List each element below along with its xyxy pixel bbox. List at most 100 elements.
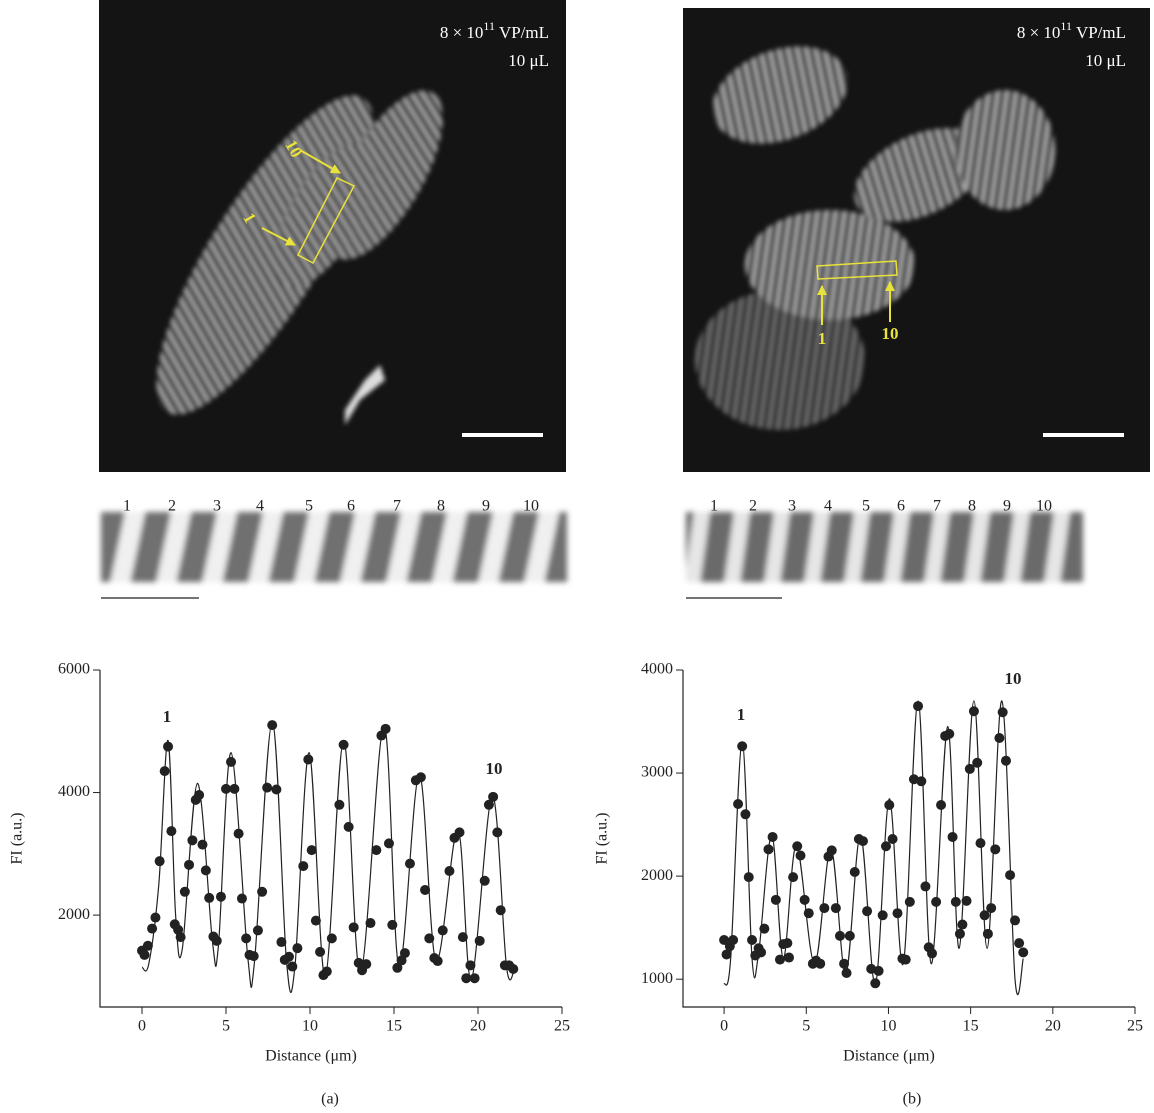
data-point xyxy=(197,839,208,850)
data-point xyxy=(862,906,873,917)
data-point xyxy=(163,741,174,752)
data-point xyxy=(461,973,472,984)
x-tick-label: 15 xyxy=(963,1018,979,1035)
data-point xyxy=(292,943,303,954)
data-point xyxy=(743,872,754,883)
data-point xyxy=(343,821,354,832)
y-tick-label: 3000 xyxy=(641,764,673,781)
marker-label: 10 xyxy=(882,324,899,343)
data-point xyxy=(884,800,895,811)
data-point xyxy=(147,923,158,934)
data-point xyxy=(166,826,177,837)
data-point xyxy=(957,919,968,930)
annotation: 10 xyxy=(486,759,503,778)
y-axis-label: FI (a.u.) xyxy=(594,813,611,865)
data-point xyxy=(380,723,391,734)
data-point xyxy=(767,831,778,842)
data-point xyxy=(321,966,332,977)
data-point xyxy=(815,958,826,969)
data-point xyxy=(365,918,376,929)
annotation: 1 xyxy=(163,707,172,726)
strip-label: 3 xyxy=(213,498,221,515)
y-tick-label: 4000 xyxy=(641,661,673,678)
volume: 10 μL xyxy=(1085,51,1126,70)
concentration: 8 × 1011 VP/mL xyxy=(1017,19,1126,42)
data-point xyxy=(1018,947,1029,958)
data-point xyxy=(770,894,781,905)
data-point xyxy=(211,935,222,946)
data-point xyxy=(986,903,997,914)
data-point xyxy=(880,841,891,852)
data-point xyxy=(913,701,924,712)
data-point xyxy=(740,809,751,820)
data-point xyxy=(150,912,161,923)
data-point xyxy=(179,886,190,897)
data-point xyxy=(432,956,443,967)
data-point xyxy=(799,894,810,905)
data-point xyxy=(200,865,211,876)
strip-label: 2 xyxy=(168,498,176,515)
data-point xyxy=(383,838,394,849)
data-point xyxy=(257,886,268,897)
data-point xyxy=(954,928,965,939)
data-point xyxy=(284,951,294,962)
data-point xyxy=(159,766,170,777)
data-point xyxy=(756,947,767,958)
data-point xyxy=(233,828,244,839)
data-point xyxy=(252,925,263,936)
data-point xyxy=(298,861,309,872)
data-point xyxy=(849,866,860,877)
data-point xyxy=(392,962,403,973)
data-point xyxy=(492,827,503,838)
data-point xyxy=(241,933,252,944)
data-point xyxy=(371,845,382,856)
profile-strip-b xyxy=(686,512,1083,599)
y-tick-label: 2000 xyxy=(641,867,673,884)
y-tick-label: 4000 xyxy=(58,783,90,800)
data-point xyxy=(990,844,1001,855)
data-point xyxy=(469,973,480,984)
data-point xyxy=(1010,915,1021,926)
data-point xyxy=(944,728,955,739)
data-point xyxy=(972,757,983,768)
data-point xyxy=(968,706,979,717)
x-tick-label: 10 xyxy=(880,1018,896,1035)
panel-label: (b) xyxy=(903,1091,922,1108)
data-point xyxy=(248,951,259,962)
data-point xyxy=(774,954,785,965)
volume: 10 μL xyxy=(508,51,549,70)
y-tick-label: 1000 xyxy=(641,970,673,987)
data-point xyxy=(184,859,195,870)
data-point xyxy=(187,835,198,846)
data-point xyxy=(857,836,868,847)
data-point xyxy=(834,930,845,941)
data-point xyxy=(900,954,911,965)
strip-label: 2 xyxy=(749,498,757,515)
data-point xyxy=(326,933,337,944)
data-point xyxy=(338,739,349,750)
data-point xyxy=(961,895,972,906)
data-point xyxy=(483,799,494,810)
profile-strip-a xyxy=(101,512,567,599)
data-point xyxy=(931,896,942,907)
data-point xyxy=(979,910,990,921)
micrograph-a: 10 1 8 × 1011 VP/mL 10 μL xyxy=(99,0,566,472)
data-point xyxy=(733,798,744,809)
data-point xyxy=(997,707,1008,718)
strip-label: 7 xyxy=(393,498,401,515)
data-point xyxy=(276,937,287,948)
annotation: 10 xyxy=(1005,669,1022,688)
data-point xyxy=(964,763,975,774)
data-point xyxy=(194,789,205,800)
strip-label: 10 xyxy=(1036,498,1052,515)
annotation: 1 xyxy=(737,705,746,724)
data-point xyxy=(404,858,415,869)
data-point xyxy=(424,933,435,944)
data-point xyxy=(474,935,485,946)
strip-label: 5 xyxy=(862,498,870,515)
data-point xyxy=(221,783,231,794)
x-tick-label: 25 xyxy=(554,1018,570,1035)
data-point xyxy=(920,881,931,892)
data-point xyxy=(737,741,748,752)
strip-label: 9 xyxy=(1003,498,1011,515)
